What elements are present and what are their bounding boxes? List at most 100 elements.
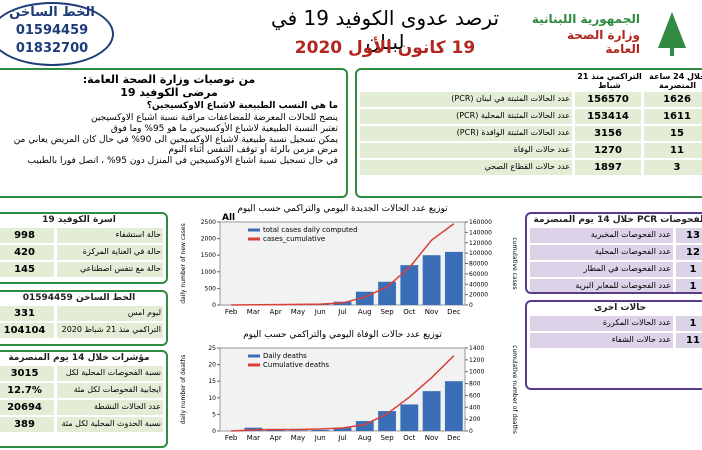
value: 1611	[644, 109, 702, 124]
value: 998	[0, 228, 54, 243]
bar	[400, 404, 419, 431]
row: نسبة الحدوث المحلية لكل مئة 389	[0, 417, 163, 432]
value: 11	[644, 143, 702, 158]
label: حالة في العناية المركزة	[57, 245, 163, 260]
value: 3	[644, 160, 702, 175]
beds: اسرة الكوفيد 19 حالة استشفاء 998 حالة في ال…	[0, 212, 168, 284]
label: عدد الفحوصات المخبرية	[530, 228, 673, 243]
advice-question: ما هي النسب الطبيعية لاشباع الاوكسيجين؟	[146, 101, 338, 111]
row: 11 عدد حالات الشفاء	[530, 333, 702, 348]
cumulative-line	[231, 355, 455, 432]
y-tick-label: 2000	[201, 236, 216, 243]
x-tick-label: May	[291, 308, 305, 316]
label: عدد الفحوصات للمعابر البرية	[530, 279, 673, 292]
y2-label: cumulative number of deaths	[511, 345, 518, 434]
org: وزارة الصحة العامة	[566, 28, 640, 56]
x-tick-label: Sep	[380, 434, 394, 442]
label: التراكمي منذ 21 شباط 2020	[57, 323, 163, 338]
row: 3 1897 عدد حالات القطاع الصحي	[360, 160, 702, 175]
y-tick-label: 25	[208, 345, 216, 352]
row: ايجابية الفحوصات لكل مئة 12.7%	[0, 383, 163, 398]
hotline: الخط الساخن 01594459 ليوم امس 331 التراكمي …	[0, 290, 168, 346]
y-tick-label: 5	[212, 411, 216, 418]
y-tick-label: 0	[212, 428, 216, 435]
bar	[333, 427, 352, 431]
value: 104104	[0, 323, 54, 338]
chart-title: توزيع عدد الحالات الجديدة اليومي والتراك…	[237, 204, 448, 214]
label: ايجابية الفحوصات لكل مئة	[57, 383, 163, 398]
y2-tick-label: 100000	[469, 250, 492, 257]
label: نسبة الفحوصات المحلية لكل	[57, 366, 163, 381]
row: نسبة الفحوصات المحلية لكل 3015	[0, 366, 163, 381]
legend-label: Cumulative deaths	[263, 361, 329, 369]
box-title: اسرة الكوفيد 19	[42, 215, 116, 225]
label: ليوم امس	[57, 306, 163, 321]
bar	[444, 381, 463, 431]
y-tick-label: 2500	[201, 219, 216, 226]
x-tick-label: Nov	[425, 434, 439, 442]
y-tick-label: 10	[208, 395, 216, 402]
advice: من توصيات وزارة الصحة العامة: مرضى الكوفي…	[0, 68, 348, 198]
value: 12	[676, 245, 702, 260]
label: عدد الفحوصات المحلية	[530, 245, 673, 260]
value: 3015	[0, 366, 54, 381]
value: 331	[0, 306, 54, 321]
row: حالة استشفاء 998	[0, 228, 163, 243]
legend-label: total cases daily computed	[263, 226, 358, 234]
box-title: الفحوصات PCR خلال 14 يوم المنصرمة	[533, 215, 702, 225]
org: الجمهورية اللبنانية	[531, 12, 640, 26]
row: 12 عدد الفحوصات المحلية	[530, 245, 702, 260]
bar	[289, 430, 307, 431]
advice-title: من توصيات وزارة الصحة العامة:	[82, 73, 256, 86]
value: 389	[0, 417, 54, 432]
y-tick-label: 1000	[201, 269, 216, 276]
y2-tick-label: 0	[469, 428, 473, 435]
bar	[378, 281, 396, 305]
x-tick-label: Jun	[314, 434, 326, 442]
y2-tick-label: 120000	[469, 240, 492, 247]
y2-tick-label: 400	[469, 404, 481, 411]
title: ترصد عدوى الكوفيد 19 في لبنان	[270, 6, 500, 54]
row: 11 1270 عدد حالات الوفاة	[360, 143, 702, 158]
y-label: daily number of deaths	[180, 355, 187, 425]
bar	[422, 391, 441, 431]
y-tick-label: 15	[208, 378, 216, 385]
label: عدد حالات الوفاة	[360, 143, 572, 158]
bar	[444, 251, 463, 305]
header-row: خلال 24 ساعة المنصرمة التراكمي منذ 21 شبا…	[360, 72, 702, 90]
y2-tick-label: 0	[469, 302, 473, 309]
row: 1626 156570 عدد الحالات المثبتة في لبنان (…	[360, 92, 702, 107]
y2-tick-label: 1400	[469, 345, 484, 352]
value: 13	[676, 228, 702, 243]
cumulative-line	[231, 223, 455, 306]
y2-tick-label: 160000	[469, 219, 492, 226]
legend-label: Daily deaths	[263, 352, 307, 360]
bullet: في حال تسجيل نسبة اشباع الاوكسيجين في ال…	[27, 156, 338, 166]
row: التراكمي منذ 21 شباط 2020 104104	[0, 323, 163, 338]
y2-tick-label: 60000	[469, 271, 488, 278]
x-tick-label: Aug	[358, 434, 372, 442]
bar	[355, 421, 374, 431]
label: عدد حالات القطاع الصحي	[360, 160, 572, 175]
value: 1626	[644, 92, 702, 107]
row: حالة في العناية المركزة 420	[0, 245, 163, 260]
summary: خلال 24 ساعة المنصرمة التراكمي منذ 21 شبا…	[355, 68, 702, 198]
x-tick-label: Apr	[270, 434, 282, 442]
row: 15 3156 عدد الحالات المثبتة الوافدة (PCR)	[360, 126, 702, 141]
date: 19 كانون الأول 2020	[294, 38, 476, 58]
bullet: تعتبر النسبة الطبيعية لاشباع الأوكسيجين …	[110, 124, 338, 134]
y2-tick-label: 40000	[469, 281, 488, 288]
value: 156570	[575, 92, 641, 107]
y-tick-label: 0	[212, 302, 216, 309]
value: 3156	[575, 126, 641, 141]
box-title: حالات اخرى	[593, 303, 647, 313]
y-tick-label: 1500	[201, 252, 216, 259]
x-tick-label: Jun	[314, 308, 326, 316]
x-tick-label: Sep	[380, 308, 394, 316]
value: 15	[644, 126, 702, 141]
value: 1	[676, 316, 702, 331]
x-tick-label: Mar	[247, 434, 260, 442]
value: 12.7%	[0, 383, 54, 398]
y2-tick-label: 80000	[469, 261, 488, 268]
